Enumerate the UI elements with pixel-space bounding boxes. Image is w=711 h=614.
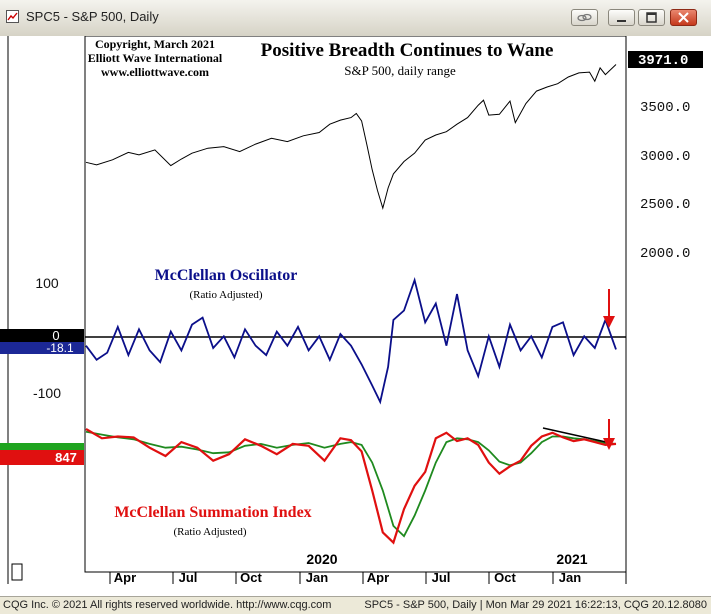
summation-series-line — [85, 428, 617, 545]
osc-down-arrow — [603, 289, 615, 328]
status-bar: CQG Inc. © 2021 All rights reserved worl… — [0, 596, 711, 614]
window-title: SPC5 - S&P 500, Daily — [26, 9, 159, 24]
price-tick-2000: 2000.0 — [640, 246, 690, 262]
month-label-oct-2019: Oct — [240, 570, 262, 585]
sum-ma-box — [0, 443, 84, 450]
month-label-apr-2020: Apr — [367, 570, 389, 585]
month-label-jan-2021: Jan — [559, 570, 581, 585]
price-tick-3000: 3000.0 — [640, 149, 690, 165]
summation-sublabel: (Ratio Adjusted) — [173, 526, 246, 538]
month-label-oct-2020: Oct — [494, 570, 516, 585]
osc-zero-label: 0 — [52, 328, 59, 343]
divergence-trendline — [542, 427, 607, 443]
copyright-line-1: Copyright, March 2021 — [95, 37, 215, 51]
price-tick-3500: 3500.0 — [640, 100, 690, 116]
close-icon[interactable] — [670, 9, 697, 26]
year-label-2020: 2020 — [306, 551, 337, 567]
minimize-icon[interactable] — [608, 9, 635, 26]
sum-last-box — [0, 450, 84, 465]
osc-tick-neg100: -100 — [33, 385, 61, 401]
osc-last-box — [0, 342, 84, 354]
status-info: SPC5 - S&P 500, Daily | Mon Mar 29 2021 … — [364, 599, 707, 611]
chart-area: Copyright, March 2021 Elliott Wave Inter… — [0, 36, 711, 596]
oscillator-series-line — [85, 276, 617, 405]
osc-tick-100: 100 — [35, 275, 59, 291]
sum-last-value: 847 — [55, 450, 77, 465]
chart-title: Positive Breadth Continues to Wane — [261, 40, 554, 61]
chart-subtitle: S&P 500, daily range — [344, 63, 456, 78]
month-label-jan-2020: Jan — [306, 570, 328, 585]
year-label-2021: 2021 — [556, 551, 587, 567]
link-icon[interactable] — [571, 9, 598, 26]
copyright-line-2: Elliott Wave International — [88, 51, 223, 65]
osc-last-value: -18.1 — [46, 341, 74, 355]
price-series-line — [85, 64, 617, 210]
oscillator-label: McClellan Oscillator — [155, 267, 298, 284]
price-last-value: 3971.0 — [638, 53, 688, 69]
chart-app-icon — [6, 10, 19, 23]
maximize-icon[interactable] — [638, 9, 665, 26]
price-tick-2500: 2500.0 — [640, 197, 690, 213]
month-label-jul-2019: Jul — [179, 570, 198, 585]
month-label-apr-2019: Apr — [114, 570, 136, 585]
summation-label: McClellan Summation Index — [114, 504, 311, 521]
window-titlebar: SPC5 - S&P 500, Daily — [0, 0, 711, 37]
chart-svg: Copyright, March 2021 Elliott Wave Inter… — [0, 36, 703, 585]
price-last-value-box — [628, 51, 703, 68]
oscillator-sublabel: (Ratio Adjusted) — [189, 289, 262, 301]
osc-zero-box — [0, 329, 84, 342]
copyright-line-3: www.elliottwave.com — [101, 65, 209, 79]
month-label-jul-2020: Jul — [432, 570, 451, 585]
sum-down-arrow — [603, 419, 615, 450]
summation-ma-series-line — [85, 430, 617, 538]
scroll-box[interactable] — [11, 563, 23, 581]
status-copyright: CQG Inc. © 2021 All rights reserved worl… — [3, 599, 332, 611]
plot-frame — [84, 36, 627, 573]
